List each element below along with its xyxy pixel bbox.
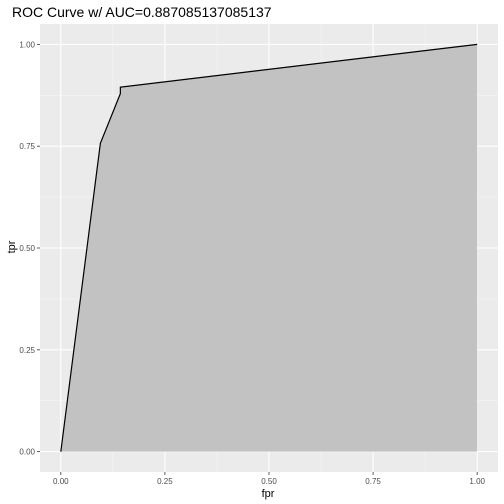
y-tick-label: 1.00 [19, 40, 35, 49]
y-tick-label: 0.75 [19, 142, 35, 151]
y-tick-label: 0.00 [19, 448, 35, 457]
x-tick-label: 0.00 [53, 477, 69, 486]
x-tick-label: 0.25 [157, 477, 173, 486]
x-axis-title: fpr [262, 488, 275, 500]
x-tick-label: 0.75 [365, 477, 381, 486]
x-tick-label: 0.50 [261, 477, 277, 486]
roc-line [60, 43, 478, 452]
y-axis-ticks: 0.00 0.25 0.50 0.75 1.00 [19, 40, 40, 457]
chart-title: ROC Curve w/ AUC=0.887085137085137 [12, 4, 272, 20]
roc-area [60, 44, 478, 452]
x-tick-label: 1.00 [469, 477, 485, 486]
y-tick-label: 0.25 [19, 346, 35, 355]
x-axis-ticks: 0.00 0.25 0.50 0.75 1.00 [53, 472, 486, 486]
y-axis-title: tpr [6, 240, 18, 253]
y-tick-label: 0.50 [19, 244, 35, 253]
